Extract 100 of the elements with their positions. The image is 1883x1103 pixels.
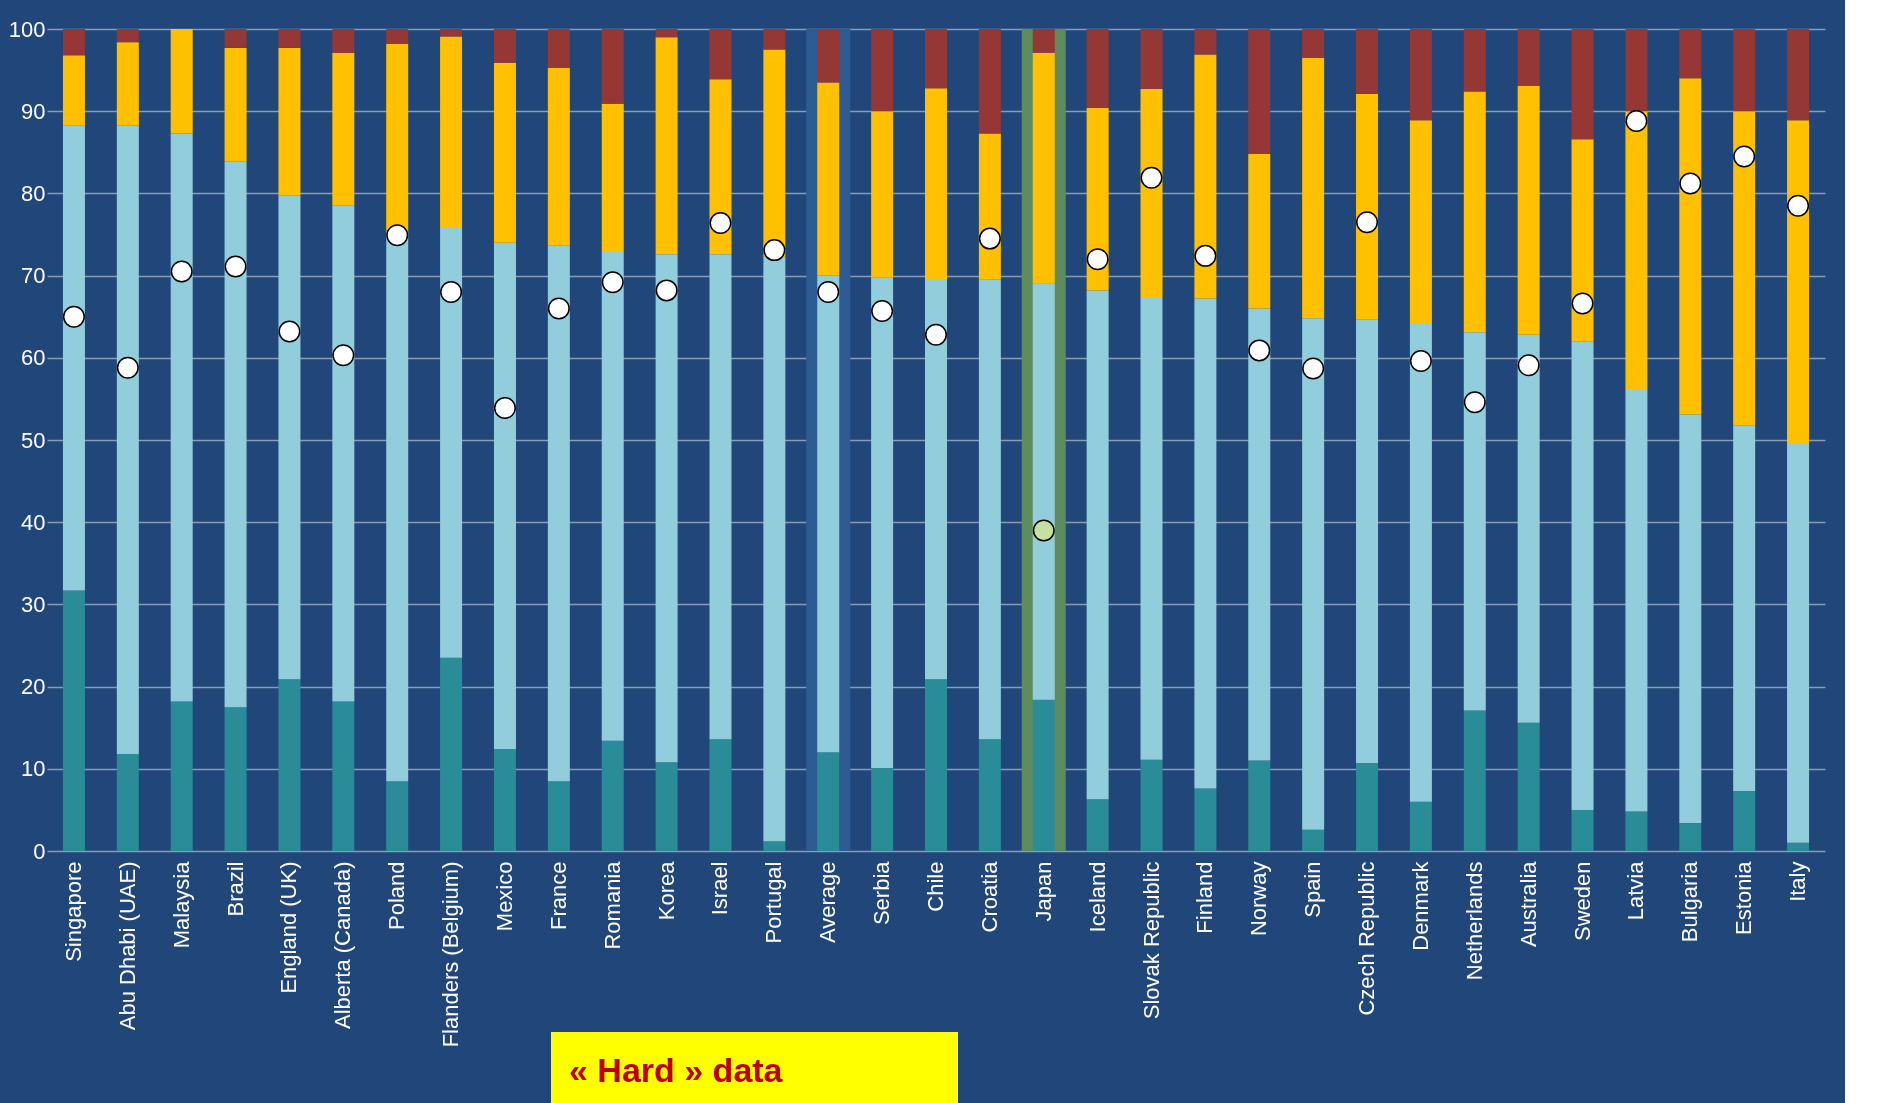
x-tick-label: Estonia [1731, 860, 1757, 935]
y-tick-label: 0 [33, 838, 46, 864]
bar [1032, 52, 1055, 284]
point [1571, 292, 1594, 315]
x-tick-label: Poland [384, 861, 410, 931]
bar [655, 762, 678, 851]
bar [1679, 414, 1702, 824]
bar [1679, 78, 1702, 415]
x-tick-label: Latvia [1623, 860, 1649, 921]
bar [1571, 29, 1594, 140]
bar [1787, 120, 1810, 445]
bar [1032, 29, 1055, 53]
x-tick-label: Italy [1785, 861, 1811, 902]
y-tick-label: 30 [21, 591, 46, 617]
bar [170, 701, 193, 851]
bar [655, 254, 678, 763]
bar [978, 279, 1001, 740]
x-tick-label: Sweden [1569, 861, 1595, 942]
bar [547, 245, 570, 782]
point [1787, 194, 1810, 217]
bar [116, 29, 139, 43]
point [116, 356, 139, 379]
bar [332, 29, 355, 53]
point [1625, 110, 1648, 133]
bar [655, 37, 678, 255]
point [62, 305, 85, 328]
bar [871, 29, 894, 112]
bar [1356, 29, 1379, 94]
bar [1571, 341, 1594, 810]
bar [1302, 29, 1325, 58]
bar [1517, 722, 1540, 851]
point [1463, 391, 1486, 414]
x-tick-label: France [545, 861, 571, 930]
bar [1733, 425, 1756, 791]
bar [925, 88, 947, 279]
bar [170, 133, 193, 702]
bar [386, 29, 409, 44]
bar [440, 657, 463, 851]
bar [1140, 89, 1163, 297]
bar [1517, 85, 1540, 335]
y-tick-label: 60 [21, 345, 46, 371]
bar [440, 36, 463, 228]
x-tick-label: Netherlands [1461, 861, 1487, 981]
bar [925, 679, 947, 851]
bar [493, 749, 516, 851]
bar [1356, 763, 1379, 851]
point [386, 224, 409, 247]
bar [547, 29, 570, 68]
bar [1140, 29, 1163, 90]
bar [709, 29, 732, 80]
bar [1409, 801, 1432, 851]
point [547, 297, 570, 320]
bar [278, 679, 301, 851]
point [763, 239, 786, 262]
x-tick-label: Abu Dhabi (UAE) [114, 861, 140, 1031]
y-tick-label: 50 [21, 427, 46, 453]
bar [278, 29, 301, 48]
point [1679, 172, 1702, 195]
x-tick-label: Flanders (Belgium) [438, 861, 464, 1048]
point [332, 344, 355, 367]
point [1302, 357, 1325, 380]
bar [1248, 29, 1271, 154]
bar [440, 29, 463, 37]
bar [817, 29, 840, 83]
x-tick-label: Denmark [1407, 860, 1433, 951]
point [925, 323, 947, 346]
point [493, 396, 516, 419]
bar [1679, 29, 1702, 79]
x-tick-label: Australia [1515, 860, 1541, 948]
bar [1463, 29, 1486, 92]
bar [386, 43, 409, 231]
bar [871, 111, 894, 278]
x-tick-label: Finland [1192, 861, 1218, 934]
bar [1463, 332, 1486, 711]
bar [763, 49, 786, 257]
x-tick-label: Croatia [976, 860, 1002, 933]
bar [709, 739, 732, 851]
x-tick-label: Chile [923, 861, 948, 912]
bar [763, 841, 786, 851]
bar [1086, 799, 1109, 851]
x-tick-label: Czech Republic [1354, 861, 1380, 1016]
bar [1356, 319, 1379, 764]
bar [116, 125, 139, 754]
bar [925, 29, 947, 89]
y-tick-label: 70 [21, 263, 46, 289]
bar [709, 79, 732, 255]
x-tick-label: Malaysia [168, 860, 194, 949]
bar [1517, 29, 1540, 86]
point [1733, 145, 1756, 168]
text: « Hard » data [569, 1051, 784, 1089]
bar [332, 205, 355, 702]
bar [1463, 710, 1486, 851]
bar [1302, 829, 1325, 851]
point [1517, 354, 1540, 377]
bar [386, 230, 409, 782]
point [655, 279, 678, 302]
bar [1032, 699, 1055, 851]
point [1248, 339, 1271, 362]
bar [1625, 29, 1648, 112]
x-tick-label: Serbia [869, 860, 895, 926]
